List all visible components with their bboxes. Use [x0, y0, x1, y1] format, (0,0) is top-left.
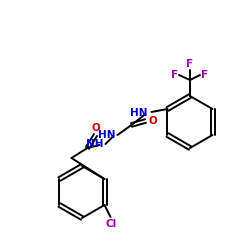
Text: NH: NH — [86, 139, 104, 149]
Text: HN: HN — [130, 108, 148, 118]
Text: O: O — [91, 123, 100, 133]
Text: Cl: Cl — [106, 219, 117, 229]
Text: F: F — [201, 70, 208, 80]
Text: F: F — [186, 59, 194, 69]
Text: HN: HN — [98, 130, 116, 140]
Text: F: F — [171, 70, 178, 80]
Text: O: O — [148, 116, 157, 126]
